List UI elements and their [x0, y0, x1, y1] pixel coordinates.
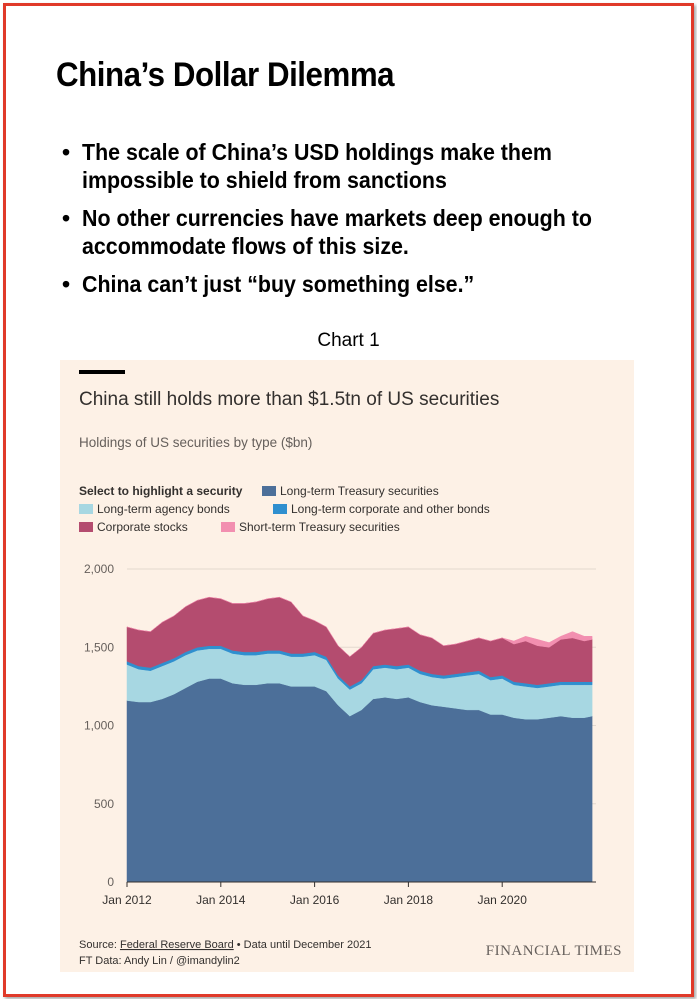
y-tick-label: 2,000: [84, 562, 114, 576]
bullet-list: The scale of China’s USD holdings make t…: [60, 138, 660, 308]
bullet-item: The scale of China’s USD holdings make t…: [60, 138, 660, 194]
chart-areas: [126, 596, 593, 883]
chart-caption: Chart 1: [317, 330, 380, 351]
legend-label[interactable]: Long-term Treasury securities: [280, 484, 439, 498]
bullet-item: China can’t just “buy something else.”: [60, 270, 660, 298]
chart-top-bar: [79, 370, 125, 374]
legend-swatch[interactable]: [221, 522, 235, 532]
legend-swatch[interactable]: [79, 504, 93, 514]
x-tick-label: Jan 2016: [290, 893, 340, 907]
legend-swatch[interactable]: [262, 486, 276, 496]
legend-label[interactable]: Corporate stocks: [97, 520, 188, 534]
legend-title: Select to highlight a security: [79, 484, 243, 498]
chart-legend: Select to highlight a security Long-term…: [79, 484, 490, 534]
y-tick-label: 1,000: [84, 719, 114, 733]
legend-label[interactable]: Long-term corporate and other bonds: [291, 502, 490, 516]
x-tick-label: Jan 2014: [196, 893, 246, 907]
area-series[interactable]: [126, 596, 593, 657]
chart-title: China still holds more than $1.5tn of US…: [79, 389, 499, 410]
ft-brand-logo: FINANCIAL TIMES: [486, 943, 622, 959]
legend-swatch[interactable]: [273, 504, 287, 514]
source-text: Source: Federal Reserve Board • Data unt…: [79, 939, 371, 951]
source-link[interactable]: Federal Reserve Board: [120, 939, 234, 951]
legend-label[interactable]: Long-term agency bonds: [97, 502, 230, 516]
credit-text: FT Data: Andy Lin / @imandylin2: [79, 955, 240, 967]
chart-svg: China still holds more than $1.5tn of US…: [79, 370, 622, 967]
slide-title: China’s Dollar Dilemma: [56, 56, 395, 94]
chart-axes: 0 500 1,000 1,500 2,000 Jan 2012 Jan 2014 Jan 2…: [84, 562, 596, 907]
y-tick-label: 0: [107, 875, 114, 889]
x-tick-label: Jan 2020: [478, 893, 528, 907]
bullet-item: No other currencies have markets deep en…: [60, 204, 660, 260]
chart-subtitle: Holdings of US securities by type ($bn): [79, 435, 312, 450]
legend-swatch[interactable]: [79, 522, 93, 532]
y-tick-label: 500: [94, 797, 114, 811]
x-tick-label: Jan 2012: [102, 893, 152, 907]
legend-label[interactable]: Short-term Treasury securities: [239, 520, 400, 534]
x-tick-label: Jan 2018: [384, 893, 434, 907]
chart-panel: China still holds more than $1.5tn of US…: [60, 360, 634, 972]
y-tick-label: 1,500: [84, 640, 114, 654]
